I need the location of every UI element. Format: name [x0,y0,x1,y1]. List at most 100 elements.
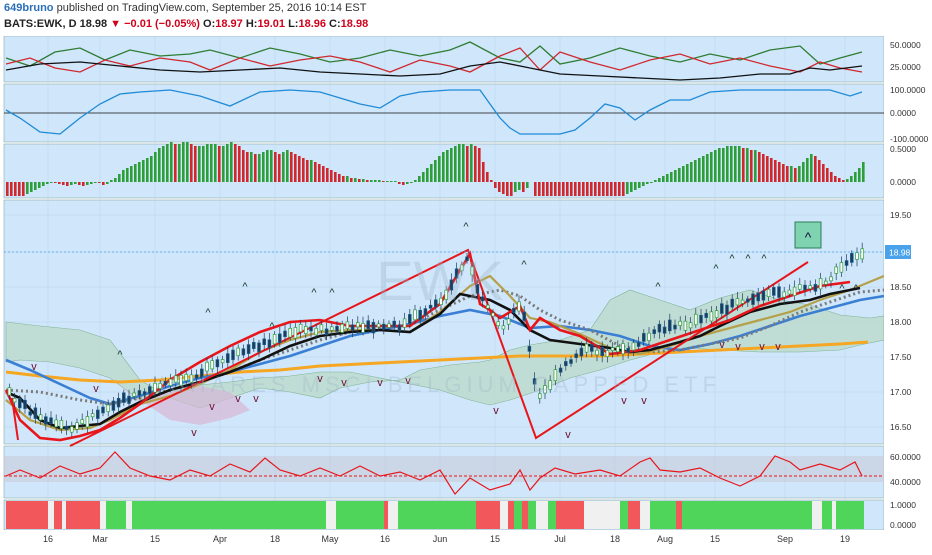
candle-body [746,298,750,303]
buy-marker-icon: ^ [269,321,275,333]
candle-body [376,323,381,328]
osc-bar [626,182,629,194]
osc-bar [246,152,249,182]
candle-body [350,324,355,331]
osc-bar [654,180,657,182]
axis-tick: 18.50 [890,282,912,292]
osc-bar [406,182,409,184]
candle-body [636,342,641,347]
candle-body [553,369,558,382]
buy-marker-icon: ^ [311,287,317,299]
osc-bar [850,176,853,182]
buy-marker-icon: ^ [205,307,211,319]
sell-marker-icon: v [719,339,725,351]
candle-body [730,298,734,308]
candle-body [512,307,516,313]
signal-segment [106,501,126,529]
osc-bar [550,182,553,196]
osc-bar [58,182,61,184]
candle-body [80,419,84,424]
osc-bar [506,182,509,196]
axis-tick: 0.0000 [890,177,916,187]
author-link[interactable]: 649bruno [4,2,54,14]
osc-bar [302,158,305,182]
candle-body [215,359,220,368]
candle-body [59,420,64,429]
osc-bar [346,176,349,182]
symbol-label[interactable]: BATS:EWK, D [4,18,77,30]
osc-bar [322,166,325,182]
sell-marker-icon: v [735,341,741,353]
watermark-desc: ISHARES MSCI BELGIUM CAPPED ETF [159,372,721,397]
osc-bar [522,182,525,192]
osc-bar [62,182,65,185]
osc-bar [562,182,565,196]
candle-body [293,327,298,339]
osc-bar [614,182,617,196]
osc-bar [790,166,793,182]
time-label: 18 [270,534,280,544]
sell-marker-icon: v [621,395,627,407]
osc-bar [558,182,561,196]
chart-canvas[interactable]: ^ ^ ^ ^ ^ ^ ^ ^ ^ ^ ^ ^ ^ ^ ^ v v v v v v v v v v v v v v v v v v ^ EWK … [0,35,932,550]
candle-body [564,361,568,367]
rsi-group [4,451,884,495]
osc-bar [26,182,29,194]
osc-bar [414,180,417,182]
osc-bar [410,182,413,183]
signal-segment [650,501,676,529]
candle-body [366,320,370,330]
osc-bar [134,164,137,182]
axis-tick: -100.0000 [890,134,929,144]
osc-bar [82,182,85,186]
ma-black [5,286,861,430]
signal-segment [836,501,864,529]
candle-body [314,327,318,336]
ma-blue [5,294,885,406]
osc-bar [42,182,45,186]
osc-bar [146,158,149,182]
candle-body [777,286,781,298]
osc-bar [706,154,709,182]
osc-bar [598,182,601,196]
osc-bar [318,164,321,182]
osc-bar [514,182,517,192]
buy-marker-icon: ^ [713,263,719,275]
candle-body [678,320,682,326]
osc-bar [342,176,345,182]
osc-bar [278,154,281,182]
time-label: 16 [380,534,390,544]
osc-bar [622,182,625,196]
osc-bar [86,182,89,185]
osc-bar [778,162,781,182]
osc-bar [462,144,465,182]
price-axis[interactable] [884,36,932,550]
candle-body [792,286,797,296]
time-axis[interactable] [0,530,884,550]
candle-body [236,347,240,356]
osc-bar [814,156,817,182]
candle-body [38,414,43,421]
highlight-box[interactable] [794,221,822,249]
candle-body [428,304,433,309]
candle-body [408,314,412,325]
buy-marker-icon: ^ [839,283,845,295]
signal-segment [640,501,650,529]
candle-body [600,347,604,356]
osc-bar [602,182,605,196]
osc-bar [122,170,125,182]
candle-body [340,323,344,333]
candle-body [548,380,552,390]
axis-tick: 50.0000 [890,40,921,50]
osc-bar [758,152,761,182]
time-label: May [321,534,339,544]
osc-bar [218,146,221,182]
osc-bar [694,160,697,182]
osc-bar [338,174,341,182]
osc-bar [138,162,141,182]
candle-body [808,285,812,290]
candle-body [772,287,776,296]
osc-bar [454,146,457,182]
candle-body [142,391,147,395]
